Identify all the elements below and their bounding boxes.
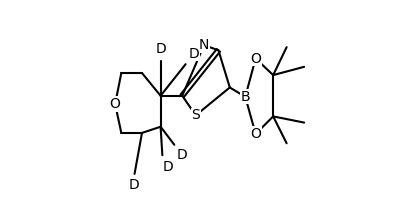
Text: O: O bbox=[110, 97, 120, 111]
Text: O: O bbox=[249, 127, 261, 141]
Text: S: S bbox=[191, 108, 200, 122]
Text: D: D bbox=[155, 42, 166, 57]
Text: B: B bbox=[240, 90, 249, 104]
Text: D: D bbox=[162, 160, 173, 174]
Text: N: N bbox=[198, 38, 209, 52]
Text: O: O bbox=[249, 52, 261, 66]
Text: D: D bbox=[177, 149, 187, 162]
Text: D: D bbox=[188, 47, 199, 61]
Text: D: D bbox=[128, 178, 139, 192]
